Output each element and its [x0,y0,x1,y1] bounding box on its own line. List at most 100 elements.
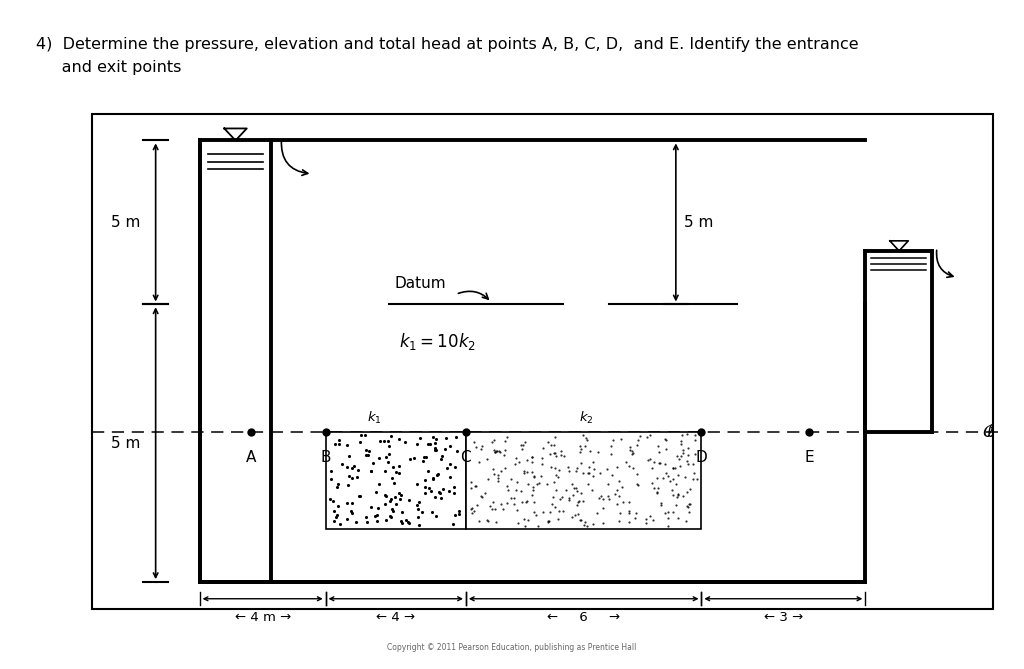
Point [378,515,394,526]
Point [386,478,402,489]
Point [613,482,630,492]
Point [664,485,680,496]
Point [629,440,645,450]
Point [485,468,502,479]
Point [329,510,345,520]
Point [369,515,385,526]
Point [503,492,519,503]
Point [427,445,443,456]
Point [665,506,681,517]
Point [392,490,409,501]
Point [572,441,589,452]
Point [548,450,564,461]
Point [638,518,654,529]
Point [671,489,687,500]
Point [645,457,662,468]
Point [579,432,595,443]
Point [629,468,645,479]
Point [514,444,530,454]
Point [525,472,542,482]
Point [347,516,364,527]
Point [611,491,628,502]
Point [425,472,441,483]
Point [492,446,508,457]
Point [673,436,689,447]
Point [608,485,625,496]
Point [364,502,380,512]
Point [503,473,519,484]
Point [579,520,595,531]
Text: E: E [804,450,814,465]
Point [649,473,666,484]
Point [429,470,445,480]
Point [658,434,675,445]
Point [384,461,400,472]
Text: C: C [461,450,471,465]
Point [642,429,658,440]
Point [334,459,350,470]
Point [529,520,546,531]
Point [471,456,487,467]
Point [595,518,611,529]
Point [445,487,462,498]
Text: $\mathcal{C}\!\!\ell$: $\mathcal{C}\!\!\ell$ [982,423,994,440]
Point [497,436,513,446]
Point [673,439,689,450]
Point [377,452,393,462]
Point [378,490,394,501]
Point [327,439,343,450]
Point [523,466,540,477]
Point [542,448,558,459]
Point [675,448,691,458]
Point [362,466,379,477]
Text: 4)  Determine the pressure, elevation and total head at points A, B, C, D,  and : 4) Determine the pressure, elevation and… [36,37,858,52]
Point [385,506,401,516]
Point [592,468,608,479]
Point [451,508,467,519]
Point [630,479,646,490]
Point [550,506,566,516]
Point [357,449,374,460]
Point [572,514,589,525]
Point [653,499,670,510]
Point [463,477,479,488]
Point [478,454,495,464]
Point [589,508,605,518]
Point [681,506,697,517]
Point [670,513,686,524]
Point [605,435,622,446]
Point [564,511,581,522]
Point [365,458,381,468]
Point [551,464,567,475]
Point [464,502,480,513]
Point [412,520,428,531]
Point [665,462,681,473]
Point [343,463,359,474]
Point [687,435,703,446]
Point [490,473,507,484]
Point [669,492,685,502]
Point [687,449,703,460]
Point [654,473,671,484]
Point [352,430,369,441]
Point [603,449,620,460]
Point [539,479,555,490]
Point [469,500,485,510]
Point [423,486,439,496]
Point [670,489,686,500]
Point [639,432,655,442]
Point [579,435,595,446]
Point [675,445,691,456]
Point [625,448,641,458]
Point [414,507,430,518]
Point [520,515,537,526]
Point [599,491,615,502]
Text: A: A [246,450,256,465]
Point [600,478,616,489]
Point [547,448,563,458]
Point [399,517,416,528]
Point [550,514,566,524]
Point [463,482,479,493]
Point [352,437,369,448]
Point [384,503,400,514]
